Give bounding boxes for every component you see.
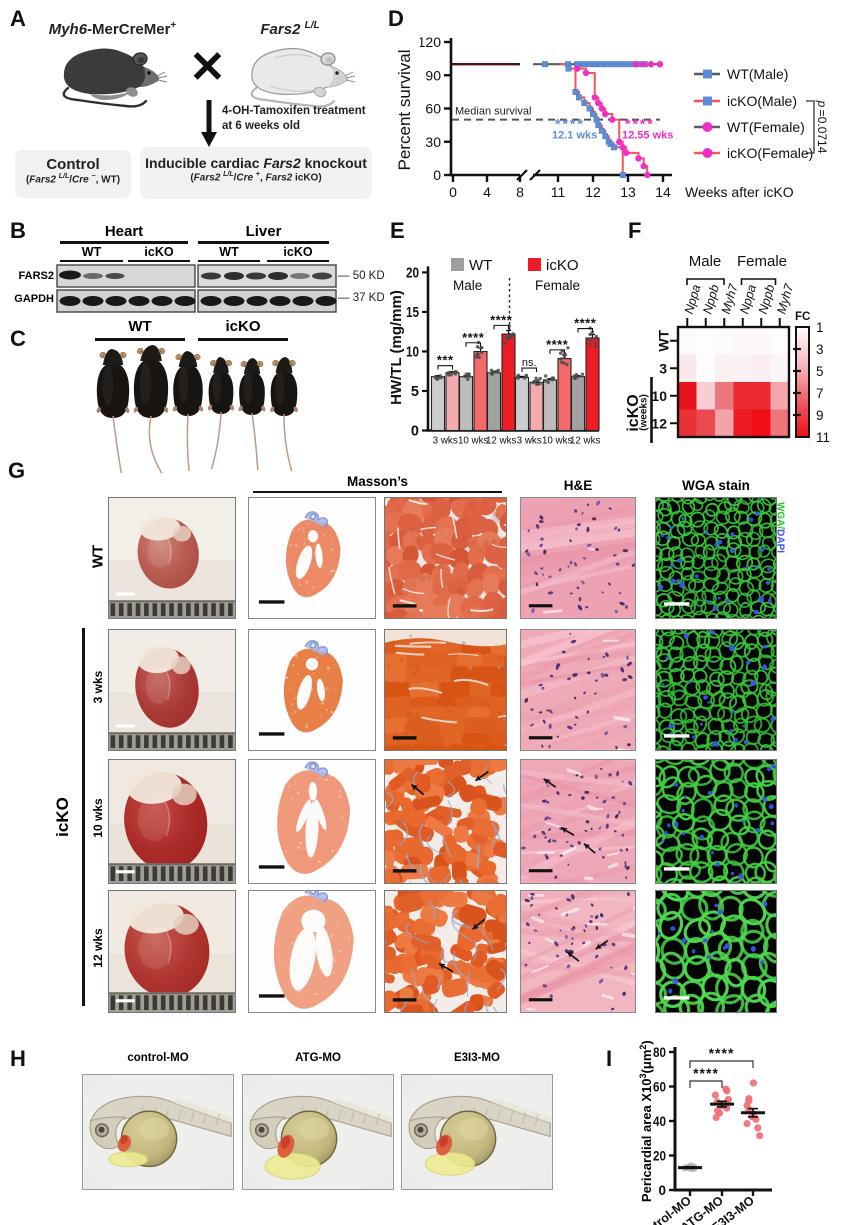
svg-text:8: 8 xyxy=(516,184,524,200)
svg-text:3: 3 xyxy=(816,342,824,357)
svg-text:12 wks: 12 wks xyxy=(570,436,601,447)
svg-text:ns.: ns. xyxy=(522,357,537,369)
svg-text:3 wks: 3 wks xyxy=(433,436,458,447)
svg-text:****: **** xyxy=(574,316,597,331)
svg-text:12 wks: 12 wks xyxy=(486,436,517,447)
svg-text:10: 10 xyxy=(406,344,419,360)
svg-text:9: 9 xyxy=(816,408,824,423)
svg-text:20: 20 xyxy=(653,1149,666,1164)
svg-text:120: 120 xyxy=(420,34,441,50)
svg-text:30: 30 xyxy=(425,134,441,150)
svg-text:****: **** xyxy=(693,1065,719,1081)
svg-text:11: 11 xyxy=(551,184,566,200)
svg-text:WT(Male): WT(Male) xyxy=(727,66,788,82)
svg-text:12: 12 xyxy=(585,184,601,200)
svg-text:15: 15 xyxy=(406,305,419,321)
svg-text:10: 10 xyxy=(651,388,667,404)
svg-text:****: **** xyxy=(709,1045,735,1061)
svg-text:****: **** xyxy=(625,115,655,131)
svg-text:11: 11 xyxy=(816,430,830,445)
svg-text:12: 12 xyxy=(651,415,667,431)
svg-text:WT: WT xyxy=(656,329,672,351)
svg-text:90: 90 xyxy=(425,67,441,83)
svg-text:****: **** xyxy=(462,330,485,345)
svg-text:icKO: icKO xyxy=(546,257,579,274)
svg-text:icKO(Male): icKO(Male) xyxy=(727,93,797,109)
svg-text:****: **** xyxy=(546,337,569,352)
svg-text:1: 1 xyxy=(816,320,824,335)
svg-text:13: 13 xyxy=(620,184,636,200)
svg-text:0: 0 xyxy=(449,184,457,200)
svg-text:Weeks after icKO: Weeks after icKO xyxy=(685,184,794,200)
svg-text:60: 60 xyxy=(425,101,441,117)
svg-text:3: 3 xyxy=(659,360,667,376)
svg-text:80: 80 xyxy=(653,1045,666,1060)
svg-text:Male: Male xyxy=(453,278,482,293)
svg-text:Female: Female xyxy=(535,278,580,293)
svg-text:20: 20 xyxy=(406,265,419,281)
svg-text:WT: WT xyxy=(469,257,492,274)
svg-text:****: **** xyxy=(555,115,585,131)
svg-text:icKO(Female): icKO(Female) xyxy=(727,145,813,161)
svg-text:WT(Female): WT(Female) xyxy=(727,119,805,135)
svg-text:0: 0 xyxy=(411,424,419,440)
svg-text:12.1 wks: 12.1 wks xyxy=(552,129,597,141)
svg-text:5: 5 xyxy=(411,384,419,400)
svg-text:60: 60 xyxy=(653,1080,666,1095)
svg-text:14: 14 xyxy=(655,184,671,200)
svg-text:***: *** xyxy=(437,353,454,368)
svg-text:Myh7: Myh7 xyxy=(774,281,796,315)
svg-text:5: 5 xyxy=(816,364,824,379)
svg-text:0: 0 xyxy=(433,167,441,183)
svg-text:4: 4 xyxy=(483,184,491,200)
svg-text:10 wks: 10 wks xyxy=(542,436,573,447)
svg-text:7: 7 xyxy=(816,386,824,401)
svg-text:12.55 wks: 12.55 wks xyxy=(622,129,673,141)
svg-text:Median survival: Median survival xyxy=(455,106,531,118)
svg-text:3 wks: 3 wks xyxy=(517,436,542,447)
svg-text:40: 40 xyxy=(653,1114,666,1129)
svg-text:****: **** xyxy=(490,312,513,327)
svg-text:10 wks: 10 wks xyxy=(458,436,489,447)
svg-text:0: 0 xyxy=(658,1183,666,1198)
svg-text:FC: FC xyxy=(795,311,810,323)
